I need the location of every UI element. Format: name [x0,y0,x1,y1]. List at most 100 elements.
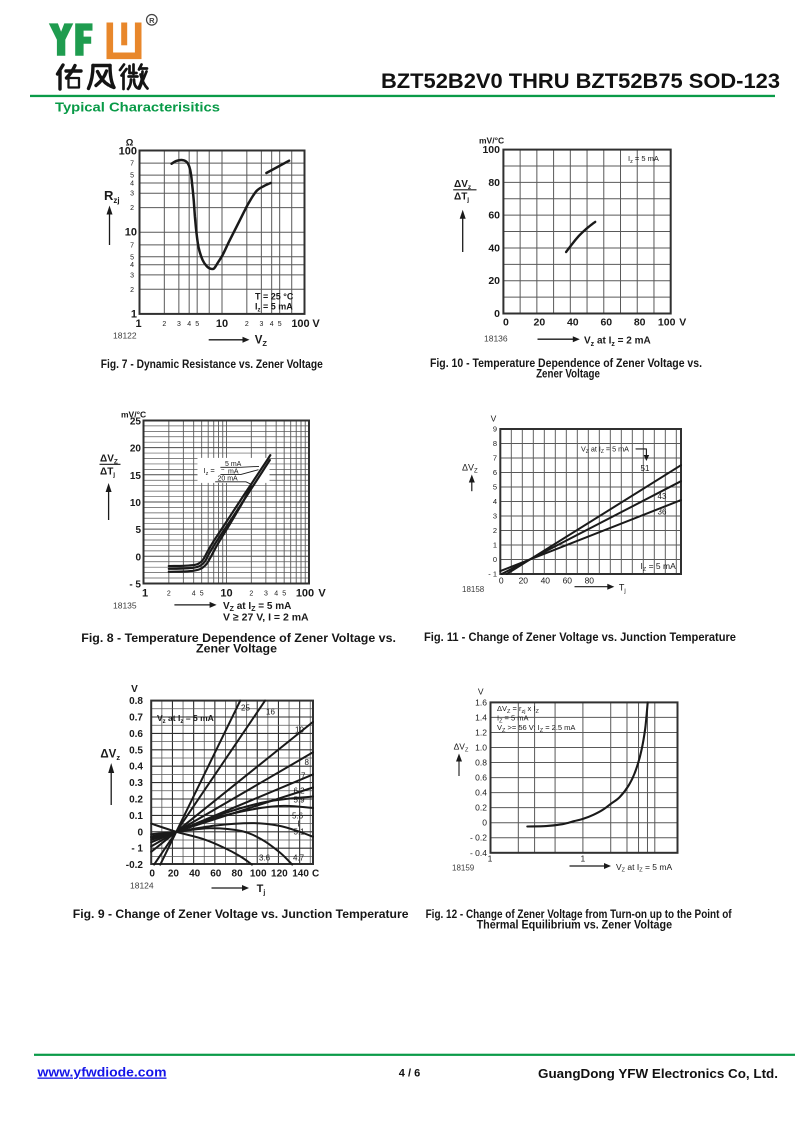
svg-text:mV/°C: mV/°C [479,136,504,146]
svg-text:5: 5 [200,591,204,598]
svg-text:20: 20 [168,869,180,880]
svg-text:60: 60 [563,576,573,586]
svg-text:18135: 18135 [113,601,137,611]
svg-text:V: V [312,318,320,330]
svg-text:7: 7 [130,161,134,168]
svg-text:- 1: - 1 [131,844,143,855]
svg-text:7: 7 [493,454,497,463]
svg-text:1.6: 1.6 [475,697,487,707]
svg-text:15: 15 [130,471,142,482]
svg-text:0.3: 0.3 [129,778,143,789]
svg-text:Zener Voltage: Zener Voltage [536,367,600,381]
svg-text:T = 25 °C: T = 25 °C [255,292,294,302]
svg-text:2: 2 [249,591,253,598]
svg-text:80: 80 [634,317,646,329]
svg-text:ΔVz: ΔVz [100,749,120,763]
svg-text:18136: 18136 [484,334,508,344]
svg-text:100: 100 [296,588,314,600]
svg-text:-0.2: -0.2 [126,860,144,871]
svg-text:0: 0 [482,818,487,828]
svg-text:0.2: 0.2 [475,803,487,813]
svg-text:3: 3 [259,321,263,328]
svg-text:5: 5 [135,525,141,536]
svg-text:18124: 18124 [130,881,154,891]
svg-text:18122: 18122 [113,331,137,341]
svg-text:0.5: 0.5 [129,745,143,756]
svg-text:Ω: Ω [126,138,134,149]
svg-text:80: 80 [232,869,244,880]
svg-text:4 / 6: 4 / 6 [399,1068,420,1080]
svg-text:9: 9 [493,425,497,434]
svg-text:0: 0 [493,555,497,564]
svg-text:5: 5 [493,483,497,492]
svg-text:10: 10 [125,227,137,239]
svg-text:ΔTj: ΔTj [100,467,115,479]
svg-text:I: I [298,820,300,829]
svg-text:3: 3 [264,591,268,598]
svg-text:Tj: Tj [619,583,626,595]
svg-text:0: 0 [499,576,504,586]
svg-text:- 0.2: - 0.2 [470,833,487,843]
svg-text:5: 5 [278,321,282,328]
svg-text:Iz =: Iz = [204,466,216,477]
svg-text:V: V [131,684,138,695]
svg-text:4: 4 [274,591,278,598]
svg-text:1: 1 [488,854,493,864]
svg-text:3: 3 [130,272,134,279]
svg-text:IZ = 5 mA: IZ = 5 mA [641,561,677,573]
svg-text:GuangDong YFW Electronics Co,: GuangDong YFW Electronics Co, Ltd. [538,1066,778,1081]
svg-text:Typical Characterisitics: Typical Characterisitics [55,100,220,115]
svg-text:1.4: 1.4 [475,712,487,722]
svg-text:Fig. 8 - Temperature Dependenc: Fig. 8 - Temperature Dependence of Zener… [81,631,396,645]
svg-text:2: 2 [245,321,249,328]
svg-text:60: 60 [600,317,612,329]
svg-text:16: 16 [266,708,275,717]
svg-text:Thermal Equilibrium vs. Zener: Thermal Equilibrium vs. Zener Voltage [477,917,673,931]
svg-text:60: 60 [210,869,222,880]
svg-text:3: 3 [177,321,181,328]
svg-text:Fig. 10 - Temperature Dependen: Fig. 10 - Temperature Dependence of Zene… [430,356,702,370]
svg-text:40: 40 [541,576,551,586]
svg-text:V ≥ 27 V, I = 2 mA: V ≥ 27 V, I = 2 mA [223,611,309,623]
svg-text:IZ = 5 mA: IZ = 5 mA [497,714,529,725]
svg-text:7: 7 [130,242,134,249]
svg-text:1.2: 1.2 [475,728,487,738]
svg-text:20: 20 [534,317,546,329]
svg-text:Vz at Iz = 5 mA: Vz at Iz = 5 mA [157,713,214,725]
svg-text:VZ: VZ [255,335,268,349]
svg-text:100: 100 [658,317,676,329]
svg-text:5.6: 5.6 [292,812,304,821]
svg-text:mV/°C: mV/°C [121,410,146,420]
svg-text:mA: mA [228,468,239,475]
svg-text:20: 20 [130,444,142,455]
svg-text:0.6: 0.6 [129,729,143,740]
svg-text:ΔVz: ΔVz [454,179,472,191]
svg-text:6: 6 [493,468,497,477]
svg-text:40: 40 [488,242,500,254]
svg-text:100: 100 [119,146,137,158]
svg-text:0.2: 0.2 [129,795,143,806]
svg-text:8: 8 [493,439,497,448]
svg-text:36: 36 [658,508,667,517]
svg-text:0.8: 0.8 [475,758,487,768]
svg-text:0.1: 0.1 [129,811,143,822]
svg-text:0: 0 [135,552,141,563]
svg-text:V: V [491,414,497,424]
svg-text:ΔVZ = rzj x IZ: ΔVZ = rzj x IZ [497,704,539,715]
svg-text:140: 140 [292,869,309,880]
svg-text:ΔTj: ΔTj [454,192,469,204]
svg-text:5: 5 [195,321,199,328]
svg-text:100: 100 [291,318,309,330]
svg-text:Fig. 9 - Change of Zener Volta: Fig. 9 - Change of Zener Voltage vs. Jun… [73,907,409,921]
svg-text:3: 3 [130,191,134,198]
svg-text:C: C [312,869,319,880]
svg-text:25: 25 [130,417,142,428]
svg-text:V: V [478,687,484,697]
svg-text:0.8: 0.8 [129,696,143,707]
svg-text:2: 2 [130,287,134,294]
svg-text:1: 1 [142,588,148,600]
svg-text:www.yfwdiode.com: www.yfwdiode.com [36,1065,166,1080]
svg-text:V: V [679,317,686,329]
svg-text:4: 4 [192,591,196,598]
svg-text:Rzj: Rzj [104,188,120,205]
